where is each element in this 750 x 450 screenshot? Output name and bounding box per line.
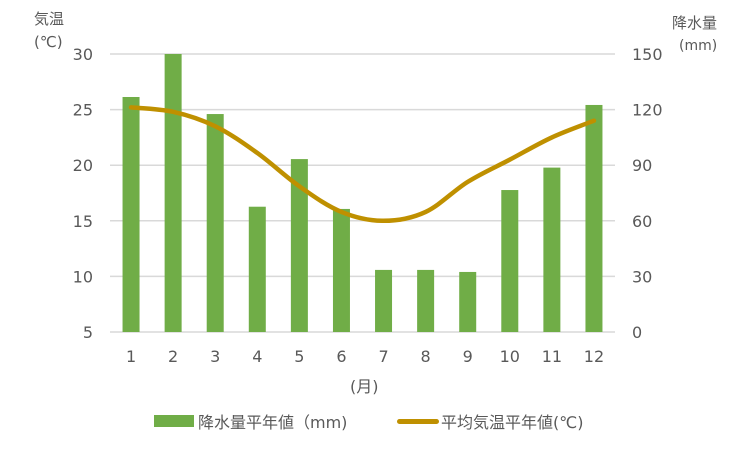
right-axis-title-line1: 降水量	[672, 14, 718, 32]
x-tick-label: 3	[210, 347, 220, 366]
temperature-line	[128, 105, 597, 224]
precipitation-bar	[248, 206, 266, 332]
right-tick-label: 150	[632, 45, 663, 64]
legend-line-swatch	[397, 418, 439, 424]
left-tick-label: 20	[73, 156, 93, 175]
right-tick-label: 0	[632, 323, 642, 342]
right-tick-label: 120	[632, 101, 663, 120]
x-axis-title: (月)	[350, 377, 379, 396]
x-tick-label: 5	[294, 347, 304, 366]
precipitation-bar	[290, 159, 308, 332]
left-tick-label: 30	[73, 45, 93, 64]
left-tick-label: 10	[73, 267, 93, 286]
x-tick-label: 11	[542, 347, 562, 366]
precipitation-bar	[206, 114, 224, 332]
precipitation-bar	[417, 269, 435, 332]
precipitation-bar	[375, 269, 393, 332]
x-tick-label: 8	[421, 347, 431, 366]
legend-bar-swatch	[154, 415, 194, 427]
left-tick-label: 5	[83, 323, 93, 342]
x-tick-label: 6	[336, 347, 346, 366]
left-axis-title-line2: (℃)	[34, 33, 63, 51]
legend-label-temperature: 平均気温平年値(℃)	[441, 413, 584, 432]
x-tick-label: 12	[584, 347, 604, 366]
right-axis-title-line2: (mm)	[679, 38, 718, 54]
x-tick-label: 1	[126, 347, 136, 366]
precipitation-bar	[459, 271, 477, 332]
precipitation-bar	[501, 190, 519, 332]
x-tick-label: 9	[463, 347, 473, 366]
legend-item-precipitation: 降水量平年値（mm)	[154, 409, 347, 433]
left-tick-label: 25	[73, 101, 93, 120]
x-tick-label: 2	[168, 347, 178, 366]
precipitation-bar	[543, 167, 561, 332]
x-tick-label: 7	[378, 347, 388, 366]
chart-legend: 降水量平年値（mm) 平均気温平年値(℃)	[0, 409, 750, 433]
precipitation-bar	[585, 104, 603, 332]
legend-label-precipitation: 降水量平年値（mm)	[198, 413, 348, 432]
left-axis-title-line1: 気温	[34, 10, 65, 28]
precipitation-bar	[122, 96, 140, 332]
precipitation-bar	[164, 54, 182, 332]
precipitation-bar	[332, 208, 350, 332]
legend-item-temperature: 平均気温平年値(℃)	[397, 409, 583, 433]
x-tick-label: 10	[500, 347, 520, 366]
left-tick-label: 15	[73, 212, 93, 231]
x-tick-label: 4	[252, 347, 262, 366]
right-tick-label: 90	[632, 156, 652, 175]
right-tick-label: 60	[632, 212, 652, 231]
right-tick-label: 30	[632, 267, 652, 286]
